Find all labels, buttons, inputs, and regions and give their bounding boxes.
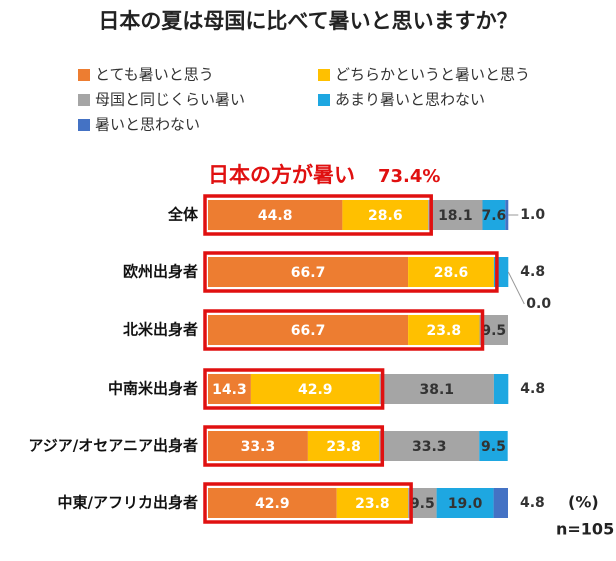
chart-title: 日本の夏は母国に比べて暑いと思いますか？: [98, 9, 517, 33]
bar-segment: [482, 200, 506, 230]
legend-swatch: [318, 94, 330, 106]
value-label: 9.5: [410, 496, 435, 512]
value-label: 1.0: [520, 207, 545, 223]
value-label: 42.9: [298, 382, 333, 398]
bar-segment: [336, 488, 409, 518]
bar-segment: [408, 257, 494, 287]
value-label: 4.8: [520, 381, 545, 397]
bar-segment: [208, 431, 308, 461]
bar-segment: [408, 488, 437, 518]
legend-swatch: [78, 94, 90, 106]
highlight-box: [203, 368, 385, 410]
annotation: 73.4%: [378, 166, 440, 187]
category-label: アジア/オセアニア出身者: [28, 437, 198, 455]
bar-segment: [307, 431, 380, 461]
highlight-box: [203, 309, 485, 351]
value-label: 0.0: [526, 296, 551, 312]
value-label: 4.8: [520, 495, 545, 511]
value-label: 44.8: [258, 208, 293, 224]
value-label: 19.0: [448, 496, 483, 512]
bar-segment: [479, 431, 508, 461]
bar-segment: [342, 200, 429, 230]
bar-segment: [408, 315, 480, 345]
value-label: 9.5: [481, 439, 506, 455]
leader-line: [507, 271, 525, 305]
category-label: 欧州出身者: [123, 263, 198, 281]
value-label: 18.1: [438, 208, 473, 224]
highlight-box: [203, 482, 413, 524]
value-label: 38.1: [419, 382, 454, 398]
bar-segment: [436, 488, 494, 518]
value-label: 9.5: [481, 323, 506, 339]
value-label: 7.6: [481, 208, 506, 224]
bar-segment: [379, 431, 480, 461]
legend-label: あまり暑いと思わない: [335, 91, 485, 109]
value-label: 33.3: [412, 439, 447, 455]
note: n=105: [556, 520, 614, 539]
category-label: 中南米出身者: [108, 380, 198, 398]
bar-segment: [208, 315, 409, 345]
legend-label: とても暑いと思う: [95, 66, 214, 84]
value-label: 14.3: [212, 382, 247, 398]
value-label: 66.7: [291, 323, 326, 339]
legend-label: 暑いと思わない: [95, 116, 200, 134]
unit-label: (%): [568, 493, 599, 512]
value-label: 66.7: [291, 265, 326, 281]
value-label: 4.8: [520, 264, 545, 280]
bar-segment: [208, 257, 409, 287]
legend-swatch: [78, 69, 90, 81]
value-label: 42.9: [255, 496, 290, 512]
bar-segment: [379, 374, 494, 404]
bar-segment: [208, 488, 337, 518]
bar-segment: [493, 488, 508, 518]
legend-label: 母国と同じくらい暑い: [95, 91, 245, 109]
highlight-box: [203, 194, 433, 236]
bar-segment: [208, 200, 343, 230]
category-label: 北米出身者: [123, 321, 198, 339]
value-label: 23.8: [427, 323, 462, 339]
legend-swatch: [78, 119, 90, 131]
legend-swatch: [318, 69, 330, 81]
category-label: 中東/アフリカ出身者: [58, 494, 198, 512]
value-label: 28.6: [434, 265, 469, 281]
bar-segment: [493, 374, 509, 404]
value-label: 23.8: [355, 496, 390, 512]
value-label: 23.8: [326, 439, 361, 455]
highlight-box: [203, 425, 385, 467]
annotation: 日本の方が暑い: [208, 163, 355, 187]
bar-segment: [208, 374, 251, 404]
bar-segment: [505, 200, 509, 230]
bar-segment: [428, 200, 483, 230]
category-label: 全体: [167, 206, 199, 224]
highlight-box: [203, 251, 499, 293]
value-label: 28.6: [368, 208, 403, 224]
bar-segment: [250, 374, 380, 404]
value-label: 33.3: [241, 439, 276, 455]
legend-label: どちらかというと暑いと思う: [335, 66, 530, 84]
